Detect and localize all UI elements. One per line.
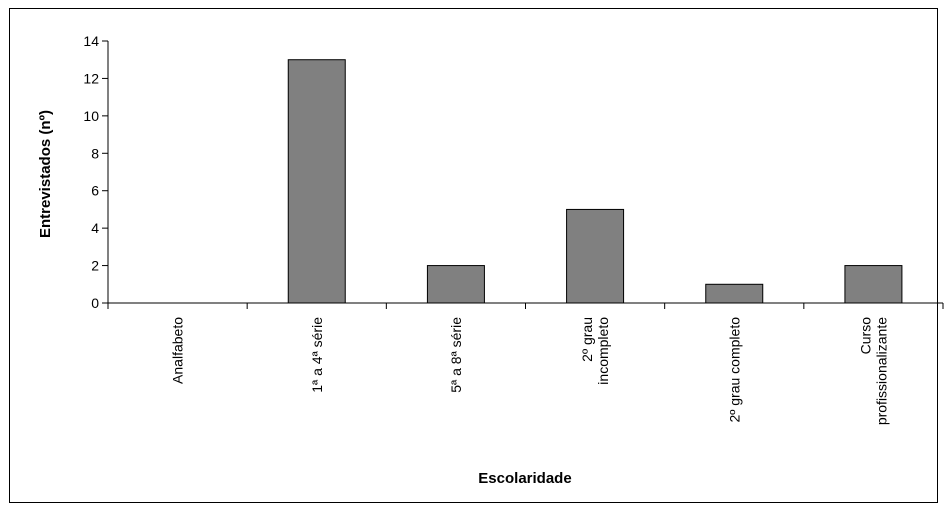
x-tick-label: 2º grauincompleto (579, 317, 611, 385)
y-axis: 0 2 4 6 8 10 12 14 (83, 33, 109, 311)
x-tick-label: 5ª a 8ª série (448, 317, 464, 393)
bar (426, 265, 485, 304)
x-tick-label: 2º grau completo (726, 317, 742, 423)
y-tick-label: 14 (83, 33, 99, 49)
y-tick-label: 2 (91, 258, 99, 274)
x-tick-label-line: 2º grau completo (726, 317, 742, 423)
y-tick-label: 8 (91, 145, 99, 161)
y-tick-label: 10 (83, 108, 99, 124)
y-tick-label: 6 (91, 183, 99, 199)
x-tick-label: Analfabeto (170, 317, 186, 384)
x-tick-label-line: 2º grau (579, 317, 595, 362)
x-tick-labels: Analfabeto 1ª a 4ª série 5ª a 8ª série 2º g… (170, 317, 890, 425)
y-tick-label: 12 (83, 70, 99, 86)
bars (287, 59, 903, 304)
chart-frame (9, 8, 938, 503)
x-tick-label-line: Curso (857, 317, 873, 355)
x-tick-label-line: profissionalizante (873, 317, 889, 425)
bar (287, 59, 346, 304)
x-tick-label: Cursoprofissionalizante (857, 317, 889, 425)
x-tick-label-line: incompleto (595, 317, 611, 385)
y-tick-label: 4 (91, 220, 99, 236)
bar (705, 283, 764, 304)
x-tick-label: 1ª a 4ª série (309, 317, 325, 393)
x-axis (107, 302, 944, 309)
y-tick-label: 0 (91, 295, 99, 311)
x-tick-label-line: 1ª a 4ª série (309, 317, 325, 393)
bar (844, 265, 903, 304)
x-tick-label-line: Analfabeto (170, 317, 186, 384)
x-tick-label-line: 5ª a 8ª série (448, 317, 464, 393)
bar (566, 208, 625, 304)
x-axis-title: Escolaridade (478, 470, 571, 487)
y-axis-title: Entrevistados (nº) (37, 110, 54, 238)
